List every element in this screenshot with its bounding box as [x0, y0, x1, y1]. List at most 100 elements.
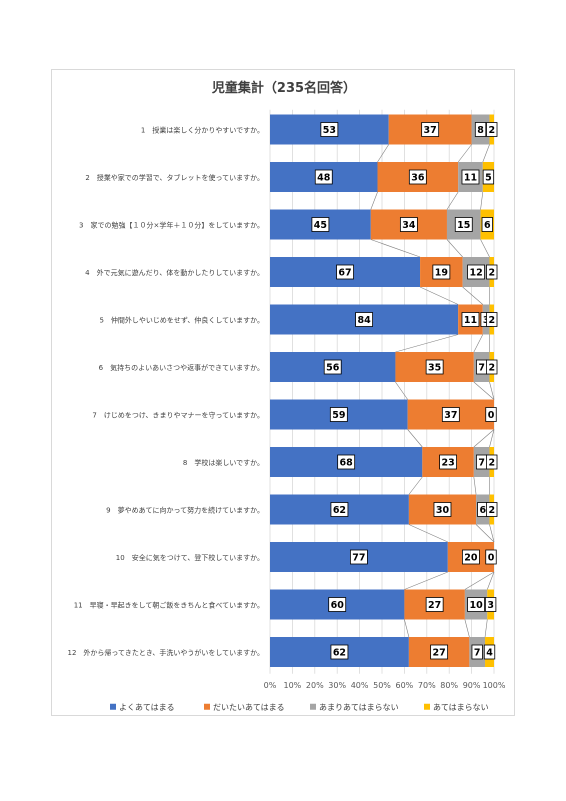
data-label: 15 [457, 220, 470, 231]
series-line [486, 571, 495, 590]
data-label: 19 [435, 268, 448, 279]
data-label: 77 [352, 553, 365, 564]
data-label: 4 [486, 648, 493, 659]
data-label-box [486, 312, 498, 327]
data-label: 11 [464, 315, 477, 326]
data-label-box [484, 597, 497, 612]
data-label: 11 [464, 173, 477, 184]
data-label: 27 [428, 600, 441, 611]
legend-swatch [424, 703, 430, 710]
series-line [489, 381, 495, 400]
x-tick-label: 90% [463, 681, 481, 690]
series-line [457, 144, 472, 163]
x-tick-label: 0% [264, 681, 277, 690]
series-line [473, 476, 477, 495]
legend-label: あまりあてはまらない [319, 703, 399, 712]
data-label: 6 [479, 505, 486, 516]
data-label-box [337, 454, 356, 470]
data-label-box [486, 264, 498, 280]
data-label-box [474, 122, 487, 137]
series-line [484, 619, 488, 638]
data-label-box [408, 169, 427, 185]
series-line [404, 571, 448, 590]
category-label: 5 仲間外しやいじめをせず、仲良くしていますか。 [99, 316, 264, 325]
data-label: 36 [411, 173, 425, 184]
data-label: 27 [433, 648, 446, 659]
data-label: 37 [444, 410, 457, 421]
category-label: 11 早寝・早起きをして朝ご飯をきちんと食べていますか。 [74, 601, 264, 610]
category-label: 9 夢やめあてに向かって努力を続けていますか。 [106, 506, 264, 515]
data-label: 20 [464, 553, 478, 564]
data-label: 60 [331, 600, 345, 611]
data-label: 34 [402, 220, 416, 231]
data-label: 2 [488, 268, 495, 279]
data-label: 2 [488, 363, 495, 374]
data-label: 2 [488, 458, 495, 469]
category-label: 12 外から帰ってきたとき、手洗いやうがいをしていますか。 [67, 648, 264, 657]
data-label: 37 [424, 125, 437, 136]
series-lines [370, 144, 495, 638]
data-label-box [483, 644, 496, 660]
data-label: 12 [469, 268, 482, 279]
data-label: 10 [469, 600, 483, 611]
data-label-box [454, 217, 473, 232]
chart-frame: 児童集計（235名回答） 53 37 8 2 48 36 11 5 45 34 15 6 67 19 12 2… [51, 69, 515, 716]
data-label-box [336, 264, 354, 280]
data-label: 30 [436, 505, 450, 516]
series-line [473, 381, 495, 400]
series-line [408, 524, 448, 543]
data-label-box [439, 454, 457, 470]
data-label-box [486, 122, 498, 137]
series-line [480, 191, 484, 210]
data-label: 5 [485, 173, 492, 184]
category-labels: 1 授業は楽しく分かりやすいですか。 2 授業や家での学習で、タブレットを使ってい… [67, 126, 264, 658]
data-label: 6 [484, 220, 491, 231]
x-tick-label: 20% [306, 681, 324, 690]
series-line [464, 571, 495, 590]
category-label: 4 外で元気に遊んだり、体を動かしたりしていますか。 [85, 268, 264, 277]
category-label: 3 家での勉強【１０分×学年＋１０分】をしていますか。 [79, 221, 264, 230]
x-tick-label: 60% [396, 681, 414, 690]
data-label-box [330, 644, 349, 660]
series-line [419, 286, 459, 305]
data-label-box [314, 169, 333, 185]
data-label: 68 [340, 458, 354, 469]
data-label-box [485, 407, 497, 422]
data-label-box [441, 407, 460, 422]
series-line [489, 524, 495, 543]
data-label: 67 [338, 268, 351, 279]
legend: よくあてはまる だいたいあてはまる あまりあてはまらない あてはまらない [110, 703, 489, 712]
x-tick-label: 40% [351, 681, 369, 690]
data-label-box [482, 169, 495, 185]
data-label-box [462, 549, 480, 565]
series-line [408, 476, 423, 495]
data-label: 7 [474, 648, 481, 659]
category-label: 10 安全に気をつけて、登下校していますか。 [116, 553, 264, 562]
data-label: 7 [478, 363, 485, 374]
legend-swatch [310, 703, 316, 710]
series-line [480, 239, 490, 258]
data-label-box [467, 264, 485, 280]
category-label: 8 学校は楽しいですか。 [183, 458, 264, 467]
data-label-box [485, 549, 497, 565]
series-line [370, 239, 421, 258]
data-label-box [461, 312, 480, 327]
data-label-box [425, 359, 444, 375]
data-label-box [433, 502, 452, 517]
series-line [446, 239, 463, 258]
series-line [395, 381, 408, 400]
category-label: 2 授業や家での学習で、タブレットを使っていますか。 [85, 173, 264, 182]
series-line [404, 619, 410, 638]
data-label-box [330, 502, 349, 517]
x-tick-label: 70% [418, 681, 436, 690]
data-label-box [486, 454, 498, 470]
series-line [395, 334, 459, 353]
data-label-box [486, 359, 498, 375]
data-label-box [399, 217, 418, 232]
data-label: 45 [314, 220, 327, 231]
chart-title: 児童集計（235名回答） [211, 80, 356, 96]
data-label: 59 [332, 410, 345, 421]
data-label-box [471, 644, 483, 660]
series-line [473, 429, 495, 448]
data-label-box [323, 359, 342, 375]
